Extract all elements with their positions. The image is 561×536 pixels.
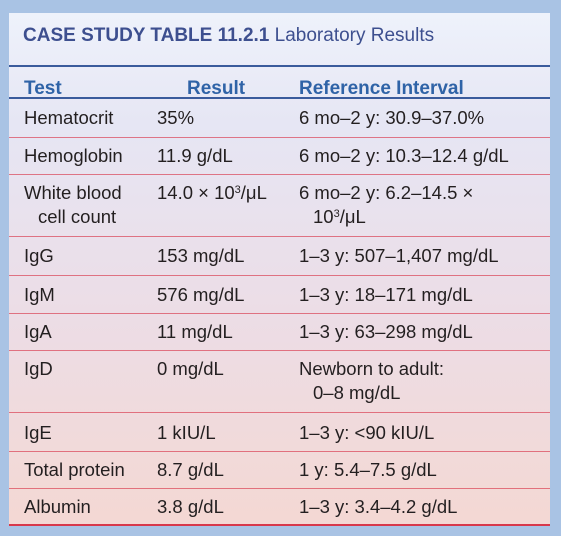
- row-iga-result: 11 mg/dL: [157, 321, 233, 342]
- row-wbc-test: White blood cell count: [24, 181, 122, 229]
- row-hematocrit-test: Hematocrit: [24, 107, 114, 128]
- row-igd-reference: Newborn to adult: 0–8 mg/dL: [299, 357, 444, 405]
- row-divider: [9, 137, 550, 138]
- row-igg-reference: 1–3 y: 507–1,407 mg/dL: [299, 245, 499, 266]
- table-bottom-rule: [9, 524, 550, 526]
- row-wbc-result-base: 14.0 × 10: [157, 182, 235, 203]
- row-igg-result: 153 mg/dL: [157, 245, 245, 266]
- row-divider: [9, 313, 550, 314]
- header-test: Test: [24, 78, 62, 99]
- row-wbc-reference-unit: /μL: [339, 206, 366, 227]
- header-rule: [9, 97, 550, 99]
- row-wbc-test-line2: cell count: [38, 206, 117, 227]
- title-rule: [9, 65, 550, 67]
- table-title-number: CASE STUDY TABLE 11.2.1: [23, 25, 270, 46]
- row-igd-reference-line2: 0–8 mg/dL: [313, 382, 401, 403]
- row-divider: [9, 236, 550, 237]
- row-divider: [9, 174, 550, 175]
- row-hematocrit-result: 35%: [157, 107, 195, 128]
- row-wbc-test-line1: White blood: [24, 182, 122, 203]
- row-hematocrit-reference: 6 mo–2 y: 30.9–37.0%: [299, 107, 485, 128]
- row-albumin-result: 3.8 g/dL: [157, 496, 224, 517]
- row-hemoglobin-test: Hemoglobin: [24, 145, 123, 166]
- row-igm-result: 576 mg/dL: [157, 284, 245, 305]
- row-ige-reference: 1–3 y: <90 kIU/L: [299, 422, 435, 443]
- row-wbc-reference-base: 10: [313, 206, 334, 227]
- row-total-protein-result: 8.7 g/dL: [157, 459, 224, 480]
- row-divider: [9, 488, 550, 489]
- header-result: Result: [187, 78, 246, 99]
- row-wbc-reference-exponent: 3: [333, 208, 340, 220]
- row-wbc-reference-line2: 103/μL: [299, 205, 473, 229]
- row-igg-test: IgG: [24, 245, 54, 266]
- row-albumin-test: Albumin: [24, 496, 91, 517]
- table-title-subject: Laboratory Results: [274, 25, 435, 46]
- row-igd-test: IgD: [24, 358, 53, 379]
- row-ige-result: 1 kIU/L: [157, 422, 216, 443]
- row-divider: [9, 350, 550, 351]
- row-divider: [9, 412, 550, 413]
- table-title: CASE STUDY TABLE 11.2.1 Laboratory Resul…: [23, 25, 434, 47]
- row-hemoglobin-result: 11.9 g/dL: [157, 145, 233, 166]
- row-wbc-result: 14.0 × 103/μL: [157, 181, 267, 205]
- row-wbc-result-unit: /μL: [240, 182, 267, 203]
- row-hemoglobin-reference: 6 mo–2 y: 10.3–12.4 g/dL: [299, 145, 509, 166]
- row-igm-reference: 1–3 y: 18–171 mg/dL: [299, 284, 473, 305]
- header-reference-interval: Reference Interval: [299, 78, 464, 99]
- row-ige-test: IgE: [24, 422, 52, 443]
- row-total-protein-reference: 1 y: 5.4–7.5 g/dL: [299, 459, 437, 480]
- row-wbc-reference-line1: 6 mo–2 y: 6.2–14.5 ×: [299, 182, 474, 203]
- row-wbc-reference: 6 mo–2 y: 6.2–14.5 × 103/μL: [299, 181, 473, 229]
- row-divider: [9, 275, 550, 276]
- row-divider: [9, 451, 550, 452]
- row-albumin-reference: 1–3 y: 3.4–4.2 g/dL: [299, 496, 458, 517]
- laboratory-results-table: CASE STUDY TABLE 11.2.1 Laboratory Resul…: [9, 13, 550, 526]
- row-total-protein-test: Total protein: [24, 459, 125, 480]
- row-igm-test: IgM: [24, 284, 55, 305]
- row-wbc-result-exponent: 3: [234, 184, 241, 196]
- row-igd-result: 0 mg/dL: [157, 358, 224, 379]
- row-igd-reference-line1: Newborn to adult:: [299, 358, 445, 379]
- row-iga-test: IgA: [24, 321, 52, 342]
- row-iga-reference: 1–3 y: 63–298 mg/dL: [299, 321, 473, 342]
